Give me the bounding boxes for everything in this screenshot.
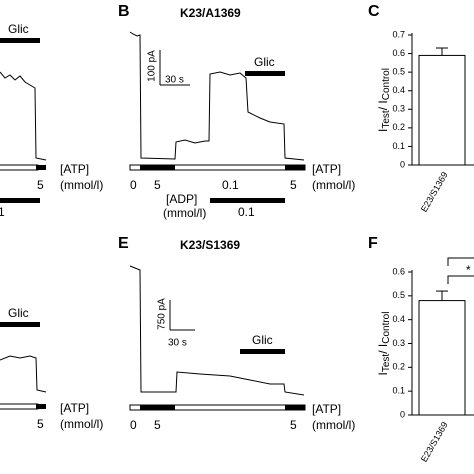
adp-bar xyxy=(0,198,40,203)
scale-x-label: 30 s xyxy=(168,338,187,349)
atp-value: 5 xyxy=(154,178,161,192)
y-tick-label: 0.5 xyxy=(392,67,405,77)
y-tick-label: 0 xyxy=(400,409,405,419)
y-tick-label: 0.2 xyxy=(392,362,405,372)
subscript: Control xyxy=(381,312,392,344)
atp-value: 5 xyxy=(37,417,44,431)
significance-bracket xyxy=(447,257,474,266)
panel-d: Glic [ATP] 5 (mmol/l) xyxy=(0,306,103,431)
atp-value: 5 xyxy=(154,418,161,432)
unit: (mmol/l) xyxy=(60,178,103,192)
current-trace xyxy=(0,71,47,161)
significance-bracket xyxy=(447,275,474,284)
y-tick-label: 0.4 xyxy=(392,314,405,324)
label-part: / I xyxy=(376,100,390,110)
atp-bar-black xyxy=(285,405,305,410)
y-tick-label: 0.3 xyxy=(392,104,405,114)
y-tick-label: 0.4 xyxy=(392,85,405,95)
atp-bar-black xyxy=(140,165,175,170)
atp-value: 0 xyxy=(130,178,137,192)
atp-value: 5 xyxy=(37,178,44,192)
subscript: Test xyxy=(381,110,392,129)
panel-label: B xyxy=(118,3,130,20)
current-trace xyxy=(0,355,47,393)
adp-bar xyxy=(210,198,285,203)
glic-label: Glic xyxy=(254,55,275,69)
scale-y-label: 100 pA xyxy=(147,50,158,82)
panel-title: K23/S1369 xyxy=(180,238,240,252)
adp-value: 0.1 xyxy=(238,205,255,219)
x-tick-label: E23/S1369 xyxy=(419,420,450,464)
adp-unit: (mmol/l) xyxy=(163,206,206,220)
panel-label: F xyxy=(368,235,378,252)
atp-label: [ATP] xyxy=(312,402,341,416)
panel-b: B K23/A1369 100 pA 30 s Glic [ATP] (mmol… xyxy=(118,3,355,220)
y-tick-label: 0.6 xyxy=(392,266,405,276)
scale-x-label: 30 s xyxy=(165,75,184,86)
glic-bar xyxy=(0,38,40,43)
y-tick-label: 0.1 xyxy=(392,141,405,151)
unit: (mmol/l) xyxy=(60,417,103,431)
atp-label: [ATP] xyxy=(60,162,89,176)
panel-a: Glic [ATP] 5 (mmol/l) 1 xyxy=(0,22,103,219)
atp-value: 0 xyxy=(130,418,137,432)
y-axis-label: ITest/ IControl xyxy=(376,312,392,376)
panel-label: E xyxy=(118,235,129,252)
significance-label: * xyxy=(466,263,471,277)
glic-bar xyxy=(0,322,40,327)
atp-bar-black xyxy=(140,405,175,410)
panel-title: K23/A1369 xyxy=(180,6,241,20)
y-axis-label: ITest/ IControl xyxy=(376,68,392,132)
y-tick-label: 0.7 xyxy=(392,29,405,39)
atp-bar xyxy=(0,164,39,171)
atp-label: [ATP] xyxy=(312,162,341,176)
bar xyxy=(418,300,466,416)
y-tick-label: 0.5 xyxy=(392,290,405,300)
panel-label: C xyxy=(368,3,380,20)
atp-value: 0.1 xyxy=(222,178,239,192)
atp-value: 5 xyxy=(290,178,297,192)
y-tick-label: 0.3 xyxy=(392,338,405,348)
y-tick-label: 0 xyxy=(400,159,405,169)
y-tick-label: 0.6 xyxy=(392,48,405,58)
atp-bar-black xyxy=(36,165,46,170)
current-trace xyxy=(129,31,305,161)
atp-unit: (mmol/l) xyxy=(312,178,355,192)
y-tick-label: 0.1 xyxy=(392,386,405,396)
panel-e: E K23/S1369 750 pA 30 s Glic [ATP] (mmol… xyxy=(118,235,355,432)
atp-label: [ATP] xyxy=(60,401,89,415)
glic-label: Glic xyxy=(8,306,29,320)
atp-value: 5 xyxy=(290,418,297,432)
atp-unit: (mmol/l) xyxy=(312,418,355,432)
label-part: I xyxy=(376,372,390,375)
glic-label: Glic xyxy=(8,22,29,36)
current-trace xyxy=(129,265,305,396)
adp-value: 1 xyxy=(0,205,5,219)
adp-label: [ADP] xyxy=(166,192,197,206)
glic-bar xyxy=(240,349,285,354)
x-tick-label: E23/S1369 xyxy=(419,170,450,214)
glic-bar xyxy=(245,71,285,76)
label-part: I xyxy=(376,129,390,132)
glic-label: Glic xyxy=(252,333,273,347)
atp-bar-black xyxy=(285,165,305,170)
label-part: / I xyxy=(376,344,390,354)
atp-bar-black xyxy=(36,404,46,409)
bar xyxy=(418,54,466,166)
atp-bar xyxy=(0,403,39,410)
subscript: Test xyxy=(381,354,392,373)
subscript: Control xyxy=(381,68,392,100)
y-tick-label: 0.2 xyxy=(392,122,405,132)
scale-y-label: 750 pA xyxy=(157,298,168,330)
